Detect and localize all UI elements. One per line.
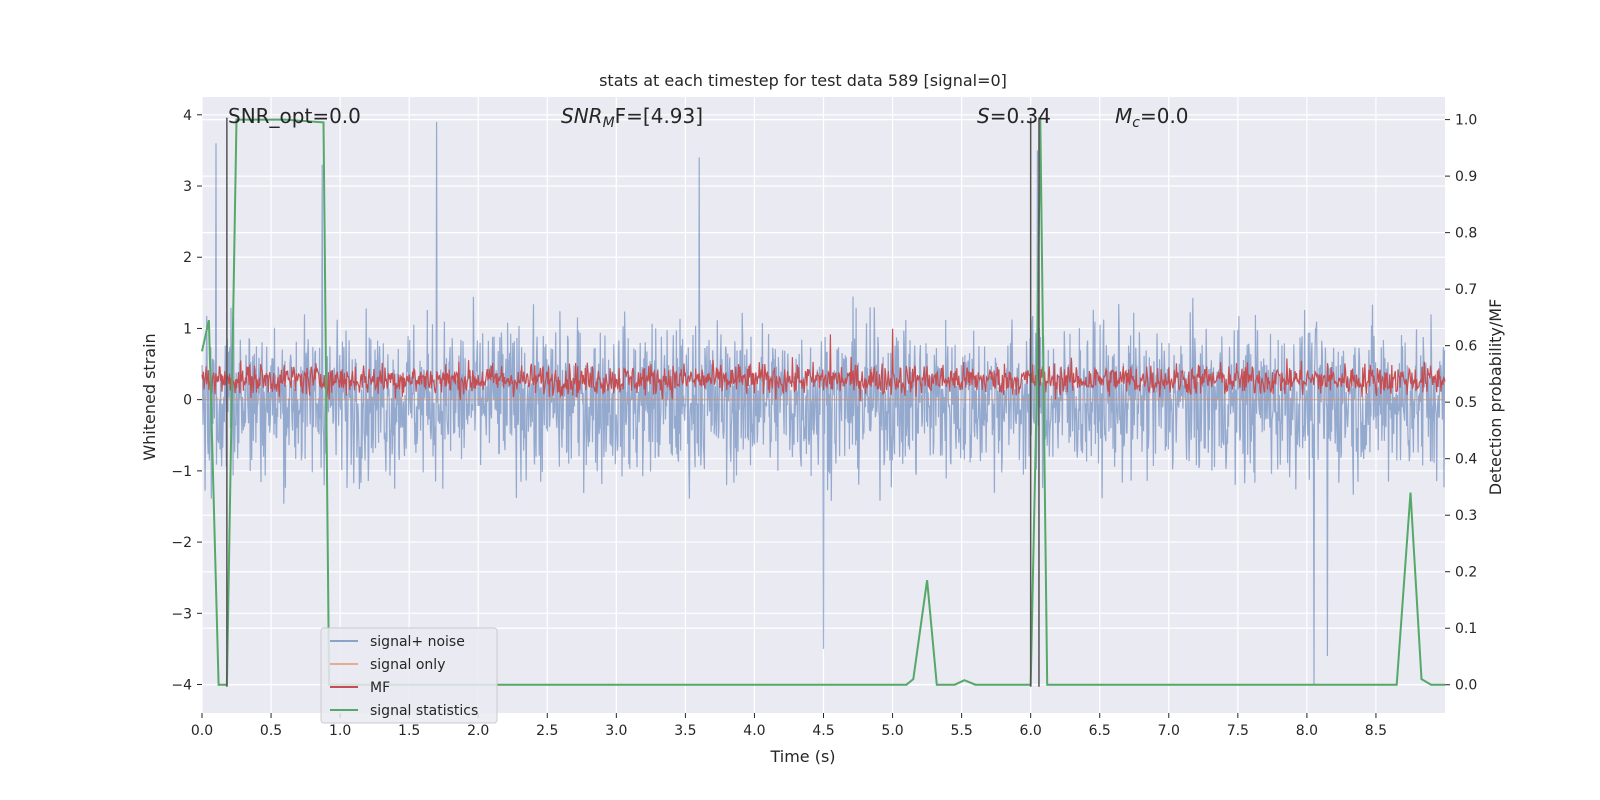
y-tick-label-left: −3 — [171, 606, 192, 622]
legend-label-signal-statistics: signal statistics — [370, 703, 478, 719]
series-signal-noise — [201, 121, 1446, 685]
x-tick-label: 7.5 — [1227, 723, 1249, 739]
y-tick-label-left: 4 — [183, 108, 192, 124]
x-tick-label: 2.0 — [467, 723, 489, 739]
x-tick-label: 5.0 — [881, 723, 903, 739]
y-tick-label-left: 0 — [183, 393, 192, 409]
y-tick-label-left: −4 — [171, 678, 192, 694]
x-tick-label: 1.0 — [329, 723, 351, 739]
series-mf — [201, 328, 1446, 402]
y-tick-label-right: 0.5 — [1455, 395, 1477, 411]
legend-label-mf: MF — [370, 680, 390, 696]
x-tick-label: 8.5 — [1365, 723, 1387, 739]
annotation-mc: Mc=0.0 — [1115, 104, 1189, 131]
y-tick-label-right: 0.1 — [1455, 621, 1477, 637]
vertical-markers — [226, 117, 1040, 687]
annotation-snr-mf: SNRMF=[4.93] — [561, 104, 703, 131]
y-axis-label-right: Detection probability/MF — [1486, 299, 1505, 496]
x-tick-label: 2.5 — [536, 723, 558, 739]
y-axis-label-left: Whitened strain — [140, 333, 159, 460]
x-tick-label: 1.5 — [398, 723, 420, 739]
x-tick-label: 6.5 — [1089, 723, 1111, 739]
x-tick-label: 3.0 — [605, 723, 627, 739]
chart-title: stats at each timestep for test data 589… — [599, 71, 1007, 90]
x-tick-label: 0.0 — [191, 723, 213, 739]
y-tick-label-left: −2 — [171, 535, 192, 551]
legend-box — [320, 627, 498, 724]
legend: signal+ noise signal only MF signal stat… — [320, 627, 498, 724]
x-tick-label: 0.5 — [260, 723, 282, 739]
x-tick-label: 5.5 — [950, 723, 972, 739]
y-tick-label-right: 0.3 — [1455, 508, 1477, 524]
y-tick-label-right: 0.4 — [1455, 452, 1477, 468]
x-tick-label: 8.0 — [1296, 723, 1318, 739]
x-tick-label: 4.0 — [743, 723, 765, 739]
legend-label-signal-noise: signal+ noise — [370, 634, 465, 650]
y-tick-label-right: 0.0 — [1455, 678, 1477, 694]
y-tick-label-right: 0.6 — [1455, 339, 1477, 355]
x-tick-label: 7.0 — [1158, 723, 1180, 739]
legend-label-signal-only: signal only — [370, 657, 445, 673]
y-tick-label-right: 1.0 — [1455, 113, 1477, 129]
y-tick-label-right: 0.7 — [1455, 282, 1477, 298]
ticks: 0.0 0.5 1.0 1.5 2.0 2.5 3.0 3.5 4.0 4.5 5.0 5.5 6.0 6… — [171, 108, 1477, 739]
y-tick-label-left: 3 — [183, 179, 192, 195]
x-tick-label: 4.5 — [812, 723, 834, 739]
annotation-s: S=0.34 — [977, 104, 1051, 128]
y-tick-label-left: −1 — [171, 464, 192, 480]
annotation-snr-opt: SNR_opt=0.0 — [228, 104, 361, 128]
y-tick-label-right: 0.2 — [1455, 565, 1477, 581]
x-tick-label: 6.0 — [1020, 723, 1042, 739]
y-tick-label-left: 1 — [183, 321, 192, 337]
x-tick-label: 3.5 — [674, 723, 696, 739]
series-signal-statistics — [201, 118, 1445, 686]
y-tick-label-right: 0.9 — [1455, 169, 1477, 185]
y-tick-label-right: 0.8 — [1455, 226, 1477, 242]
y-tick-label-left: 2 — [183, 250, 192, 266]
x-axis-label: Time (s) — [769, 747, 835, 766]
series-layer — [201, 118, 1446, 686]
